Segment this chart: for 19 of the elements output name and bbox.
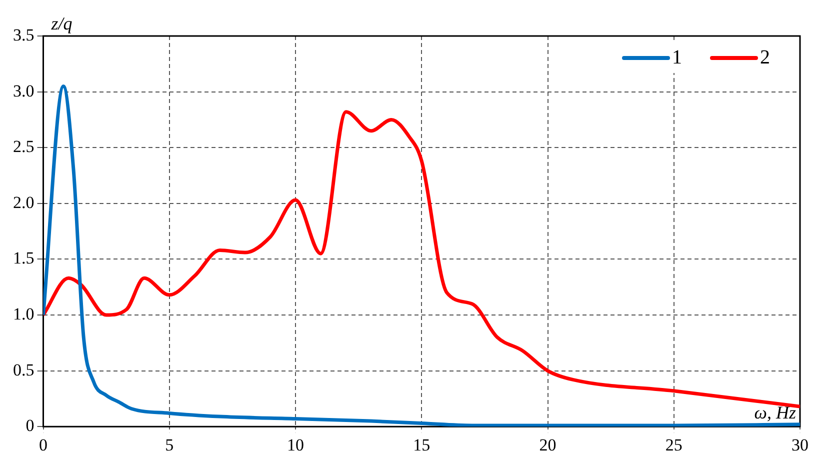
x-tick-label: 5 — [165, 435, 174, 454]
x-tick-label: 25 — [665, 435, 682, 454]
y-tick-label: 0 — [26, 416, 34, 436]
y-tick-label: 0.5 — [13, 360, 34, 380]
x-tick-label: 20 — [539, 435, 556, 454]
y-axis-title: z/q — [50, 14, 72, 34]
x-axis-title: ω, Hz — [754, 402, 796, 422]
x-tick-label: 10 — [287, 435, 304, 454]
legend-label: 2 — [760, 46, 770, 68]
y-tick-label: 1.5 — [13, 248, 34, 268]
y-tick-label: 1.0 — [13, 304, 34, 324]
y-tick-label: 3.0 — [13, 81, 34, 100]
y-tick-label: 2.0 — [13, 192, 34, 212]
y-tick-label: 3.5 — [13, 25, 34, 44]
legend-label: 1 — [672, 46, 682, 68]
x-tick-label: 15 — [413, 435, 430, 454]
x-tick-label: 0 — [39, 435, 48, 454]
y-tick-label: 2.5 — [13, 137, 34, 156]
x-tick-label: 30 — [792, 435, 808, 454]
